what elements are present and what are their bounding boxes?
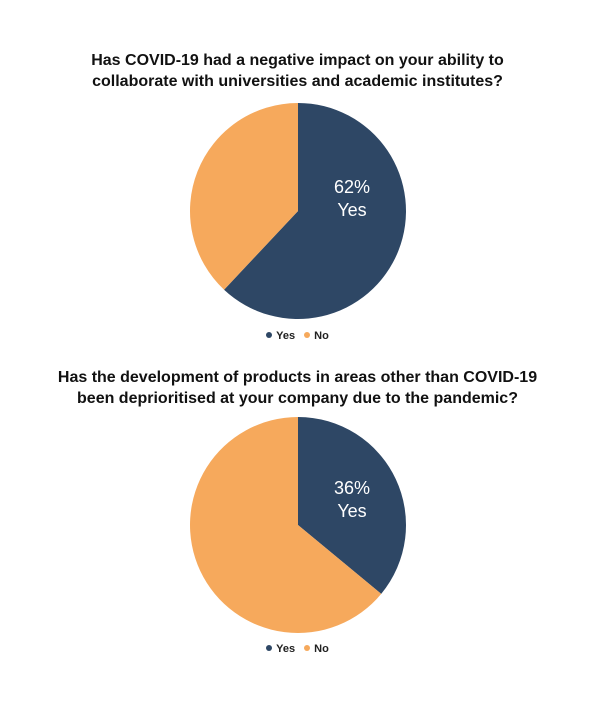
slice-label-value: 36% [334, 478, 370, 498]
chart-title: Has COVID-19 had a negative impact on yo… [40, 50, 555, 92]
legend-label-no: No [314, 643, 329, 655]
pie-svg: 62% Yes [189, 102, 406, 319]
slice-label-value: 62% [334, 177, 370, 197]
chart-title: Has the development of products in areas… [40, 367, 555, 409]
legend-swatch-no [304, 332, 311, 339]
legend-item-yes[interactable]: Yes [266, 330, 295, 342]
chart-title-line-2: been deprioritised at your company due t… [77, 390, 518, 407]
pie-slice-no[interactable] [190, 417, 382, 634]
slice-label-category: Yes [337, 501, 366, 521]
pie-slice-yes[interactable] [224, 103, 406, 319]
chart-title-line-2: collaborate with universities and academ… [92, 73, 503, 90]
legend-label-yes: Yes [276, 643, 296, 655]
legend-swatch-yes [266, 645, 273, 652]
slice-label-category: Yes [337, 200, 366, 220]
legend-item-no[interactable]: No [304, 330, 329, 342]
pie-slice-no[interactable] [189, 102, 298, 290]
legend-swatch-yes [266, 332, 273, 339]
chart-title-line-1: Has the development of products in areas… [57, 369, 538, 386]
legend: Yes No [0, 330, 595, 342]
chart-title-line-1: Has COVID-19 had a negative impact on yo… [91, 52, 504, 69]
legend-item-yes[interactable]: Yes [266, 643, 295, 655]
legend-swatch-no [304, 645, 311, 652]
legend-label-yes: Yes [276, 330, 296, 342]
legend: Yes No [0, 643, 595, 655]
legend-item-no[interactable]: No [304, 643, 329, 655]
pie-slice-yes[interactable] [298, 417, 407, 594]
legend-label-no: No [314, 330, 329, 342]
